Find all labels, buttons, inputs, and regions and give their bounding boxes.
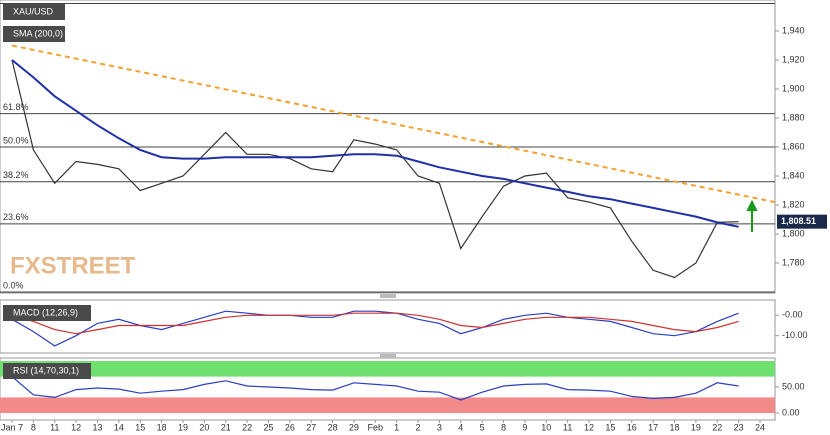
y-tick-label: 50.00 xyxy=(782,381,805,391)
fib-label: 61.8% xyxy=(3,102,29,112)
series-line xyxy=(11,312,739,335)
x-tick-label: 27 xyxy=(306,422,316,432)
fib-label: 0.0% xyxy=(3,280,24,290)
legend-label: SMA (200,0) xyxy=(13,28,63,38)
x-tick-label: 22 xyxy=(712,422,722,432)
x-tick-label: 4 xyxy=(458,422,463,432)
x-tick-label: 3 xyxy=(437,422,442,432)
x-tick-label: 2 xyxy=(416,422,421,432)
x-tick-label: 11 xyxy=(563,422,572,432)
x-tick-label: 15 xyxy=(135,422,145,432)
y-tick-label: 1,840 xyxy=(782,170,805,180)
x-tick-label: 29 xyxy=(349,422,359,432)
x-tick-label: 20 xyxy=(199,422,209,432)
watermark: FXSTREET xyxy=(10,252,136,279)
y-tick-label: 1,940 xyxy=(782,25,805,35)
legend-label: XAU/USD xyxy=(13,6,54,16)
legend-box xyxy=(3,305,91,321)
x-tick-label: 11 xyxy=(50,422,59,432)
series-line xyxy=(11,310,739,347)
y-tick-label: 0.00 xyxy=(782,407,800,417)
x-tick-label: Feb xyxy=(368,422,384,432)
y-tick-label: -10.00 xyxy=(782,330,808,340)
x-tick-label: 8 xyxy=(501,422,506,432)
x-tick-label: 13 xyxy=(92,422,102,432)
x-tick-label: 9 xyxy=(522,422,527,432)
x-tick-label: 12 xyxy=(71,422,81,432)
fib-label: 23.6% xyxy=(3,212,29,222)
splitter xyxy=(380,294,396,298)
legend-box xyxy=(3,363,91,379)
series-line xyxy=(11,59,739,228)
x-tick-label: 8 xyxy=(31,422,36,432)
x-tick-label: 26 xyxy=(285,422,295,432)
legend-box xyxy=(3,26,65,42)
x-tick-label: 18 xyxy=(670,422,680,432)
x-tick-label: 25 xyxy=(263,422,273,432)
x-tick-label: 5 xyxy=(480,422,485,432)
x-tick-label: 28 xyxy=(328,422,338,432)
trendline xyxy=(11,44,776,204)
legend-label: MACD (12,26,9) xyxy=(13,307,78,317)
x-tick-label: 10 xyxy=(541,422,551,432)
x-tick-label: 17 xyxy=(648,422,658,432)
series-line xyxy=(11,376,739,401)
signal-arrow xyxy=(746,199,758,232)
x-tick-label: 21 xyxy=(221,422,231,432)
y-tick-label: 1,900 xyxy=(782,83,805,93)
y-tick-label: 1,860 xyxy=(782,141,805,151)
x-tick-label: 1 xyxy=(394,422,399,432)
splitter xyxy=(380,354,396,358)
x-tick-label: 19 xyxy=(178,422,188,432)
band xyxy=(0,397,775,413)
x-tick-label: Jan 7 xyxy=(1,422,23,432)
x-tick-label: 22 xyxy=(242,422,252,432)
price-tag xyxy=(777,214,827,229)
fib-label: 50.0% xyxy=(3,135,29,145)
x-tick-label: 19 xyxy=(691,422,701,432)
y-tick-label: 1,800 xyxy=(782,228,805,238)
x-tick-label: 14 xyxy=(114,422,124,432)
x-tick-label: 12 xyxy=(584,422,594,432)
y-tick-label: 1,880 xyxy=(782,112,805,122)
legend-label: RSI (14,70,30,1) xyxy=(13,365,79,375)
y-tick-label: 1,780 xyxy=(782,257,805,267)
series-line xyxy=(11,59,739,279)
legend-box xyxy=(3,4,65,20)
panel-frame xyxy=(0,299,776,354)
x-tick-label: 18 xyxy=(157,422,167,432)
x-tick-label: 23 xyxy=(734,422,744,432)
x-tick-label: 15 xyxy=(605,422,615,432)
y-tick-label: 1,820 xyxy=(782,199,805,209)
fib-label: 100.0% xyxy=(3,0,34,2)
y-tick-label: -0.00 xyxy=(782,310,803,320)
x-tick-label: 24 xyxy=(755,422,765,432)
fib-label: 38.2% xyxy=(3,170,29,180)
x-tick-label: 16 xyxy=(627,422,637,432)
band xyxy=(0,361,775,377)
y-tick-label: 1,920 xyxy=(782,54,805,64)
price-label: 1,808.51 xyxy=(781,216,816,226)
